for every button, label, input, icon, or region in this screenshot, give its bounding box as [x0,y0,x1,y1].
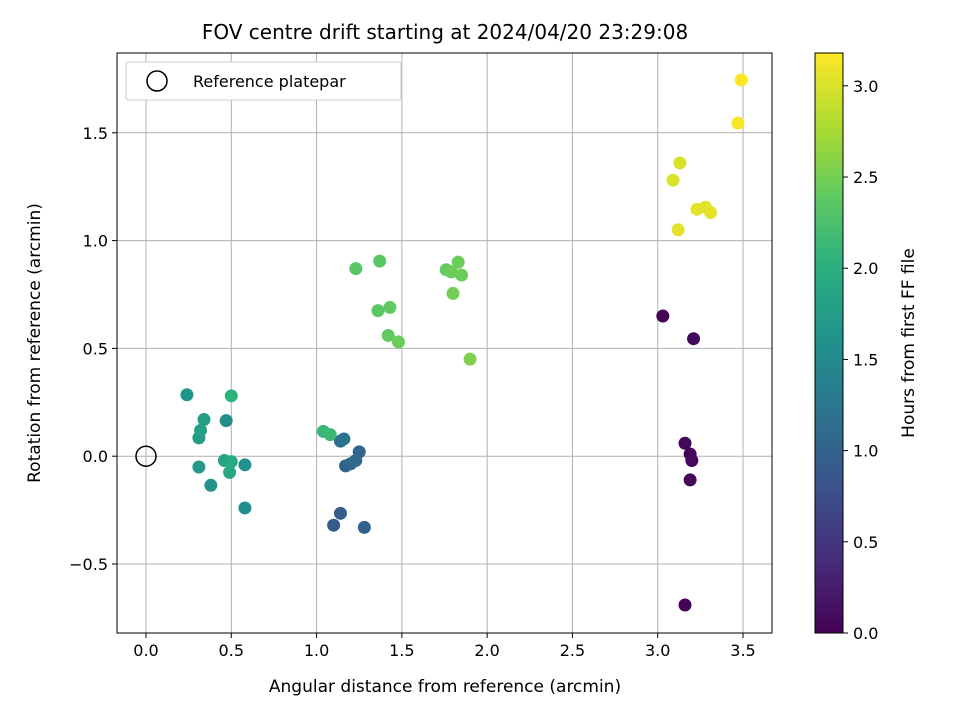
y-axis-ticks: −0.5 0.0 0.5 1.0 1.5 [69,124,117,574]
colorbar [814,52,844,634]
colorbar-tick-label: 2.0 [853,259,878,278]
x-tick-label: 3.0 [645,641,670,660]
colorbar-label: Hours from first FF file [899,248,919,438]
data-point [323,428,337,442]
data-point [671,223,685,237]
data-point [381,328,395,342]
data-point [704,206,718,220]
colorbar-tick-label: 2.5 [853,168,878,187]
data-points [180,73,748,612]
data-point [446,286,460,300]
data-point [455,268,469,282]
data-point [192,460,206,474]
colorbar-tick-label: 1.0 [853,442,878,461]
data-point [180,388,194,402]
data-point [685,454,699,468]
data-point [204,478,218,492]
colorbar-tick-label: 0.5 [853,533,878,552]
data-point [444,265,458,279]
data-point [451,255,465,269]
data-point [683,473,697,487]
data-point [383,300,397,314]
data-point [687,332,701,346]
data-point [223,465,237,479]
data-point [333,506,347,520]
data-point [197,413,211,427]
y-axis-label: Rotation from reference (arcmin) [25,203,45,483]
x-axis-ticks: 0.0 0.5 1.0 1.5 2.0 2.5 3.0 3.5 [133,633,756,660]
data-point [666,173,680,187]
data-point [238,458,252,472]
x-tick-label: 0.0 [133,641,158,660]
data-point [656,309,670,323]
legend-entry: Reference platepar [193,72,346,91]
data-point [224,455,238,469]
colorbar-tick-label: 3.0 [853,77,878,96]
x-tick-label: 1.5 [389,641,414,660]
data-point [373,254,387,268]
reference-marker [135,445,157,467]
data-point [337,432,351,446]
data-point [391,335,405,349]
x-tick-label: 0.5 [219,641,244,660]
grid [117,53,772,633]
data-point [357,520,371,534]
x-tick-label: 1.0 [304,641,329,660]
legend: Reference platepar [125,61,402,101]
data-point [371,304,385,318]
chart-title: FOV centre drift starting at 2024/04/20 … [202,20,688,44]
legend-box [125,61,402,101]
x-tick-label: 2.5 [560,641,585,660]
x-tick-label: 3.5 [730,641,755,660]
y-tick-label: −0.5 [69,555,108,574]
data-point [673,156,687,170]
colorbar-tick-label: 1.5 [853,350,878,369]
y-tick-label: 1.0 [83,232,108,251]
y-tick-label: 1.5 [83,124,108,143]
data-point [327,518,341,532]
data-point [238,501,252,515]
colorbar-tick-label: 0.0 [853,624,878,643]
reference-point-marker [135,445,157,467]
plot-frame [116,52,773,634]
data-point [352,445,366,459]
data-point [463,352,477,366]
data-point [731,116,745,130]
data-point [678,436,692,450]
x-axis-label: Angular distance from reference (arcmin) [269,677,621,697]
data-point [678,598,692,612]
y-tick-label: 0.0 [83,447,108,466]
data-point [219,414,233,428]
colorbar-ticks: 0.0 0.5 1.0 1.5 2.0 2.5 3.0 [843,77,878,643]
data-point [194,423,208,437]
legend-marker-open-circle [146,70,168,92]
data-point [734,73,748,87]
data-point [224,389,238,403]
data-point [349,262,363,276]
y-tick-label: 0.5 [83,339,108,358]
x-tick-label: 2.0 [474,641,499,660]
